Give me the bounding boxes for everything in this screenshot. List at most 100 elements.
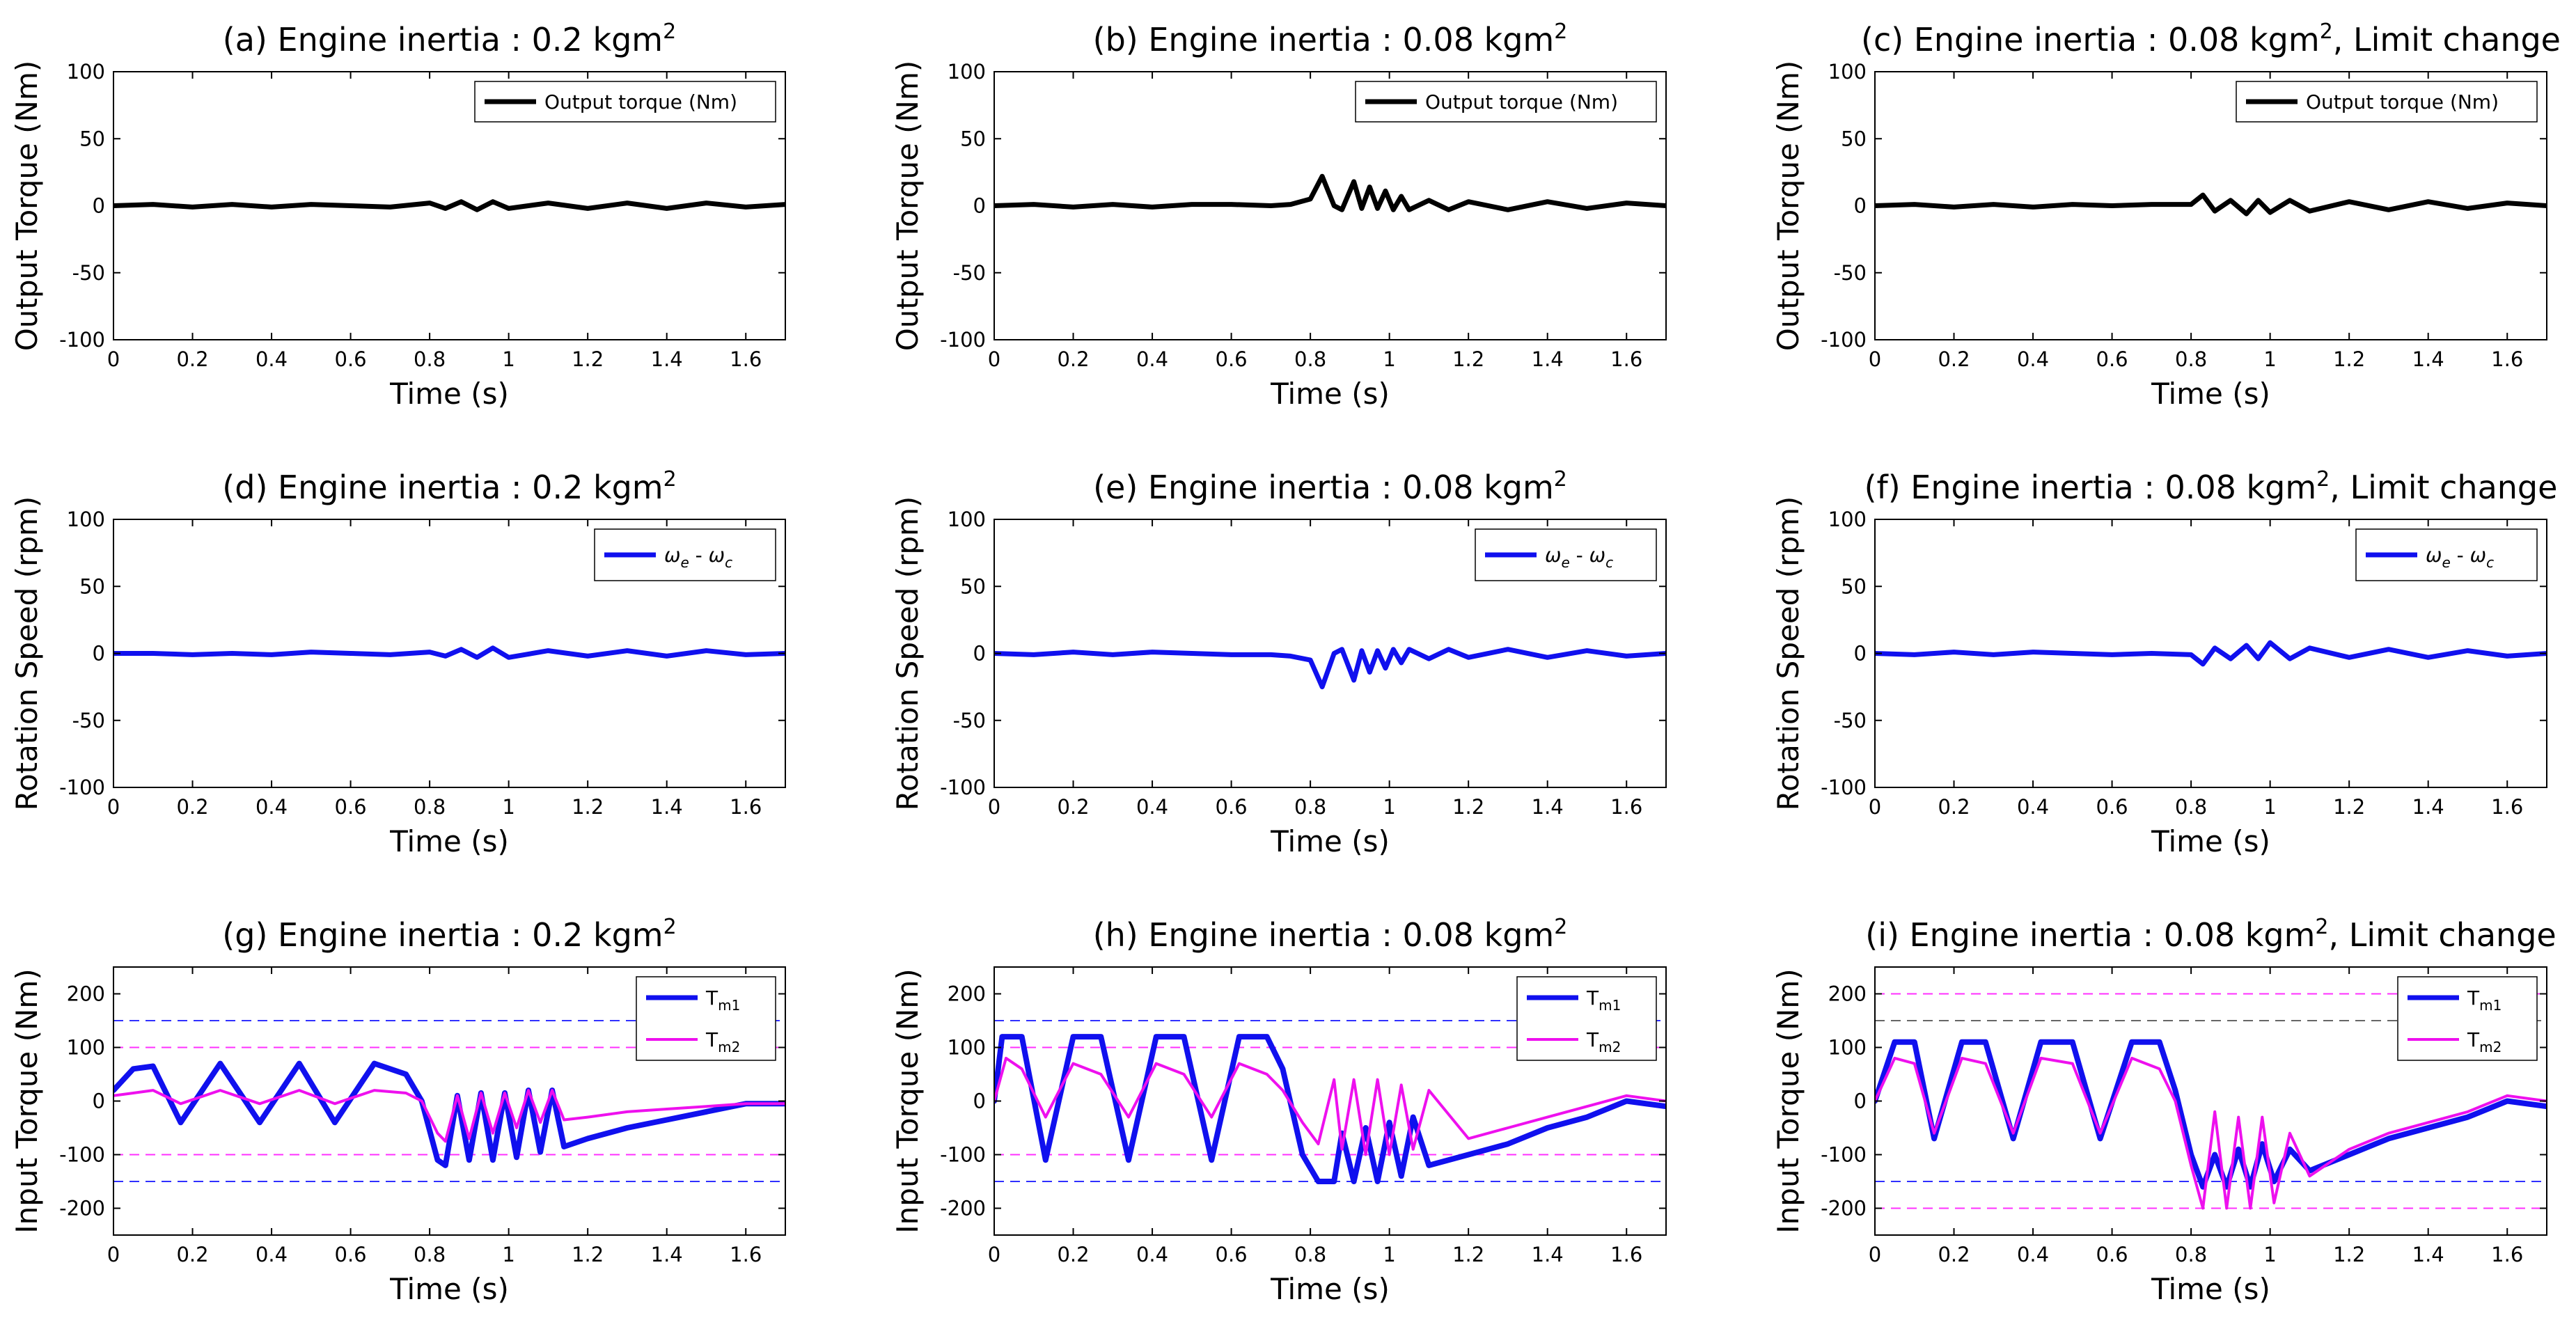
x-tick-label: 1.6	[730, 795, 762, 819]
legend: Tm1 Tm2	[1516, 976, 1657, 1061]
y-tick-label: -100	[59, 776, 105, 799]
chart-title: (g) Engine inertia : 0.2 kgm2	[222, 915, 676, 954]
y-tick-label: 0	[1854, 1090, 1867, 1113]
x-tick-label: 0.2	[1938, 347, 1970, 371]
x-tick-label: 1	[2263, 1243, 2276, 1266]
x-tick-label: 0.6	[1216, 1243, 1248, 1266]
x-tick-label: 0.4	[256, 347, 288, 371]
y-tick-label: -100	[1821, 776, 1867, 799]
y-tick-label: 100	[948, 508, 986, 531]
y-tick-label: -200	[940, 1197, 986, 1220]
x-tick-label: 1.2	[572, 795, 604, 819]
x-tick-label: 1.4	[2412, 347, 2444, 371]
y-tick-label: 200	[948, 982, 986, 1006]
y-tick-label: 100	[948, 1036, 986, 1060]
y-tick-label: 50	[79, 574, 105, 598]
x-tick-label: 0.6	[2096, 795, 2128, 819]
y-tick-label: 50	[1841, 574, 1867, 598]
y-tick-label: 100	[1828, 60, 1867, 84]
x-tick-label: 0.2	[1938, 1243, 1970, 1266]
y-tick-label: 0	[93, 1090, 105, 1113]
legend-label: Tm2	[2467, 1028, 2502, 1055]
series-line-2	[113, 1089, 785, 1143]
y-tick-label: -100	[1821, 328, 1867, 352]
legend-box	[636, 976, 776, 1061]
legend: ωe - ωc	[2355, 528, 2538, 581]
x-tick-label: 1.6	[2491, 795, 2523, 819]
chart-title: (a) Engine inertia : 0.2 kgm2	[223, 19, 676, 58]
series-line-1	[1875, 640, 2547, 667]
x-tick-label: 0.4	[2017, 795, 2049, 819]
legend-box	[1516, 976, 1657, 1061]
series-line-2	[1875, 1056, 2547, 1210]
x-tick-label: 1.4	[2412, 1243, 2444, 1266]
x-tick-label: 0.6	[2096, 347, 2128, 371]
x-tick-label: 1.2	[572, 1243, 604, 1266]
x-tick-label: 0.2	[176, 795, 208, 819]
y-tick-label: -50	[1834, 261, 1867, 285]
x-tick-label: 1.2	[1452, 795, 1484, 819]
x-tick-label: 0	[107, 795, 120, 819]
x-axis-label: Time (s)	[1270, 377, 1390, 411]
x-tick-label: 0.6	[335, 347, 367, 371]
x-tick-label: 0.6	[1216, 347, 1248, 371]
y-tick-label: 50	[79, 127, 105, 150]
y-tick-label: 100	[67, 508, 105, 531]
legend-label: ωe - ωc	[664, 544, 732, 571]
y-axis-label: Output Torque (Nm)	[1771, 61, 1805, 352]
x-tick-label: 0.4	[1136, 1243, 1168, 1266]
series-line-1	[994, 173, 1666, 212]
x-tick-label: 1.4	[2412, 795, 2444, 819]
x-tick-label: 0.8	[2175, 795, 2207, 819]
legend: Output torque (Nm)	[1355, 81, 1657, 123]
legend-label: ωe - ωc	[1545, 544, 1613, 571]
legend-label: Tm1	[1586, 987, 1621, 1014]
y-tick-label: 200	[67, 982, 105, 1006]
series-line-1	[113, 645, 785, 660]
legend: Output torque (Nm)	[474, 81, 776, 123]
x-tick-label: 1.4	[1532, 1243, 1564, 1266]
x-tick-label: 1.4	[651, 795, 683, 819]
series-line-1	[1875, 1039, 2547, 1190]
y-axis-label: Output Torque (Nm)	[10, 61, 44, 352]
x-tick-label: 0.2	[1057, 1243, 1089, 1266]
x-tick-label: 1.2	[2333, 1243, 2365, 1266]
chart-title: (e) Engine inertia : 0.08 kgm2	[1093, 467, 1567, 506]
y-tick-label: 0	[1854, 642, 1867, 666]
series-line-1	[1875, 192, 2547, 217]
x-tick-label: 1.2	[1452, 347, 1484, 371]
legend-box	[1475, 528, 1657, 581]
y-tick-label: 100	[948, 60, 986, 84]
chart-panel-h: (h) Engine inertia : 0.08 kgm2 0 0.2 0.4 0.6…	[890, 915, 1667, 1306]
legend: Tm1 Tm2	[2397, 976, 2538, 1061]
y-tick-label: 100	[67, 60, 105, 84]
x-tick-label: 1.2	[2333, 795, 2365, 819]
x-tick-label: 0.6	[335, 795, 367, 819]
chart-panel-i: (i) Engine inertia : 0.08 kgm2, Limit ch…	[1771, 915, 2557, 1306]
x-tick-label: 0.6	[2096, 1243, 2128, 1266]
x-tick-label: 0.8	[1294, 1243, 1326, 1266]
x-tick-label: 1.2	[572, 347, 604, 371]
x-tick-label: 1.6	[730, 347, 762, 371]
x-tick-label: 1.6	[730, 1243, 762, 1266]
x-tick-label: 1	[2263, 347, 2276, 371]
y-tick-label: 100	[1828, 508, 1867, 531]
series-line-1	[994, 1034, 1666, 1184]
x-tick-label: 1	[2263, 795, 2276, 819]
y-axis-label: Output Torque (Nm)	[890, 61, 925, 352]
x-tick-label: 1.2	[2333, 347, 2365, 371]
y-axis-label: Rotation Speed (rpm)	[10, 496, 44, 811]
y-tick-label: -50	[1834, 709, 1867, 732]
x-tick-label: 0.4	[1136, 347, 1168, 371]
legend: ωe - ωc	[594, 528, 776, 581]
chart-title: (c) Engine inertia : 0.08 kgm2, Limit ch…	[1861, 19, 2561, 58]
x-tick-label: 0.8	[1294, 795, 1326, 819]
x-tick-label: 1.2	[1452, 1243, 1484, 1266]
series-line-1	[113, 199, 785, 212]
chart-title: (h) Engine inertia : 0.08 kgm2	[1093, 915, 1568, 954]
chart-panel-b: (b) Engine inertia : 0.08 kgm2 0 0.2 0.4 0.6…	[890, 19, 1667, 411]
chart-panel-c: (c) Engine inertia : 0.08 kgm2, Limit ch…	[1771, 19, 2561, 411]
x-tick-label: 0.2	[1057, 347, 1089, 371]
y-tick-label: 100	[1828, 1036, 1867, 1060]
x-tick-label: 0.8	[2175, 1243, 2207, 1266]
